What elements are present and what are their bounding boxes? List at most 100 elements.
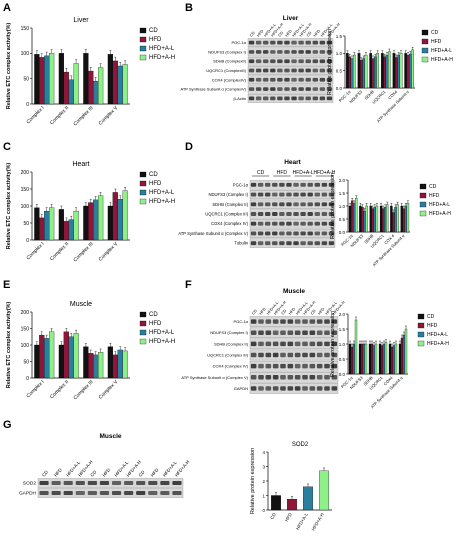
blot-band [272,319,279,324]
legend-entry: HFD+A-L [429,202,450,208]
blot-band [280,363,286,369]
blot-band [255,68,262,73]
bar [365,205,368,233]
y-tick-label: 0 [26,238,29,244]
blot-band [75,481,85,485]
blot-title: Muscle [99,433,121,440]
panel-label-f: F [185,279,192,291]
blot-band [265,352,272,358]
blot-band [286,192,292,197]
bar [68,336,74,379]
blot-band [263,50,269,54]
y-tick-label: 0 [26,376,29,382]
bar [395,57,398,89]
blot-band [321,182,328,187]
legend-swatch [421,38,429,45]
bar [353,54,356,89]
bar [375,205,379,233]
blot-band [250,202,257,207]
blot-row-label: SDHB (Complex II) [212,202,248,207]
blot-strip [247,38,334,47]
x-tick-label: HFD+A-L [295,512,309,531]
blot-band [250,212,257,216]
blot-band [305,50,311,54]
bar [348,343,352,375]
x-tick-label: SDHB [362,375,374,387]
bar [369,53,372,89]
blot-band [250,221,257,226]
legend: CD HFD HFD+A-L HFD+A-H [419,183,451,217]
blot-band [265,182,271,187]
blot-band [305,87,311,91]
x-tick-label: Complex II [49,105,70,126]
legend-swatch [421,47,429,54]
bar [404,53,407,89]
blot-band [319,77,326,82]
blot-band [258,352,264,358]
bar [384,207,387,233]
blot-band [248,40,255,45]
blot-strip [249,219,336,229]
blot-band [300,202,306,207]
blot-band [294,375,301,380]
blot-band [270,59,276,64]
blot-row-label: ATP Synthase Subunit α (Complex V) [178,231,248,236]
blot-band [99,481,110,485]
blot-band [300,212,306,216]
blot-strip [247,66,334,75]
blot-band [265,375,272,380]
blot-band [307,241,313,246]
blot-title: Muscle [283,288,305,295]
legend-entry: HFD+A-H [427,341,449,347]
blot-row-label: NDUFS3 (Complex I) [210,330,248,335]
bar [93,199,99,241]
bar [63,71,69,105]
blot-band [305,68,311,73]
blot-band [312,59,318,64]
blot-band [291,96,297,101]
bar [362,58,365,89]
blot-band [265,231,271,236]
blot-band [250,241,257,246]
blot-row-label: COX4 (ComplexIV) [212,77,247,82]
blot-band [287,375,294,380]
blot-band [160,491,170,495]
blot-band [321,192,328,197]
bar [49,53,55,105]
legend: CD HFD HFD+A-L HFD+A-H [421,29,453,63]
blot-band [265,341,272,347]
blot-band [39,491,49,495]
y-tick-label: 50 [23,221,29,227]
y-tick-label: 50 [23,359,29,365]
y-tick-label: 150 [21,187,30,193]
blot-band [257,202,264,207]
bar [117,65,123,105]
chart-title: Liver [73,17,89,24]
blot-row-label: PGC-1α [231,40,246,45]
blot-band [270,96,276,101]
blot-band [265,330,272,335]
blot-band [291,77,297,82]
blot-band [284,87,290,91]
blot-band [324,363,330,369]
y-tick-label: 0 [262,508,265,513]
y-tick-label: 1.0 [339,342,346,347]
blot-band [258,341,264,347]
bar [88,70,94,105]
blot-band [257,192,264,197]
legend-entry: HFD [429,193,440,199]
blot-row-label: UQCRC1 (ComplexIII) [206,68,246,73]
bar [93,354,99,379]
chart-c: 0 50 100 150 200 Relative ETC complex activit… [6,161,130,263]
blot-band [291,87,297,91]
blot-band [111,491,122,495]
blot-band [250,386,257,391]
lane-label: CD [281,309,288,316]
blot-band [298,50,304,54]
blot-band [298,87,304,91]
blot-band [250,341,257,347]
blot-band [314,202,320,207]
x-tick-label: Complex III [73,379,95,401]
